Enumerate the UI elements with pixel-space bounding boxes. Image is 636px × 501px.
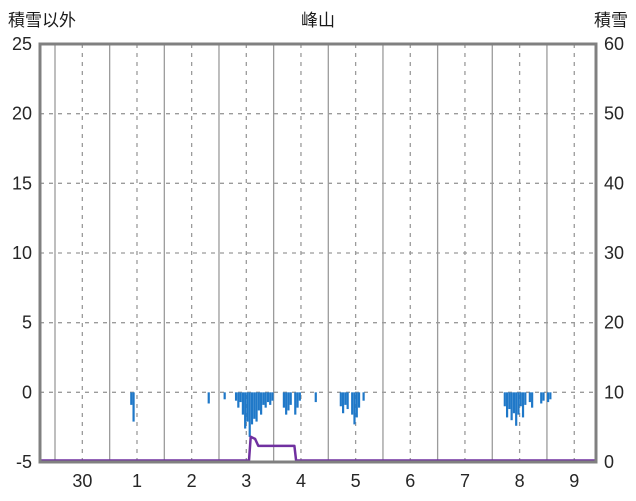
- svg-text:5: 5: [351, 471, 361, 491]
- precipitation-bars: [130, 392, 552, 437]
- svg-text:3: 3: [241, 471, 251, 491]
- svg-text:0: 0: [22, 382, 32, 402]
- svg-text:7: 7: [460, 471, 470, 491]
- left-axis-title: 積雪以外: [8, 11, 76, 30]
- svg-text:30: 30: [604, 243, 624, 263]
- plot-border: [38, 42, 598, 464]
- snow-depth-line: [38, 435, 597, 462]
- svg-text:9: 9: [569, 471, 579, 491]
- svg-text:0: 0: [604, 452, 614, 472]
- svg-text:50: 50: [604, 104, 624, 124]
- svg-text:15: 15: [12, 173, 32, 193]
- chart-title: 峰山: [301, 11, 335, 30]
- svg-text:-5: -5: [16, 452, 32, 472]
- right-axis-title: 積雪: [594, 11, 628, 30]
- gridlines: [40, 44, 596, 462]
- svg-text:8: 8: [515, 471, 525, 491]
- svg-text:20: 20: [604, 313, 624, 333]
- svg-text:10: 10: [604, 382, 624, 402]
- svg-text:40: 40: [604, 173, 624, 193]
- svg-text:6: 6: [405, 471, 415, 491]
- svg-text:20: 20: [12, 104, 32, 124]
- svg-text:4: 4: [296, 471, 306, 491]
- svg-text:25: 25: [12, 34, 32, 54]
- svg-text:60: 60: [604, 34, 624, 54]
- svg-text:1: 1: [132, 471, 142, 491]
- svg-text:30: 30: [72, 471, 92, 491]
- svg-text:2: 2: [187, 471, 197, 491]
- svg-text:10: 10: [12, 243, 32, 263]
- svg-text:5: 5: [22, 313, 32, 333]
